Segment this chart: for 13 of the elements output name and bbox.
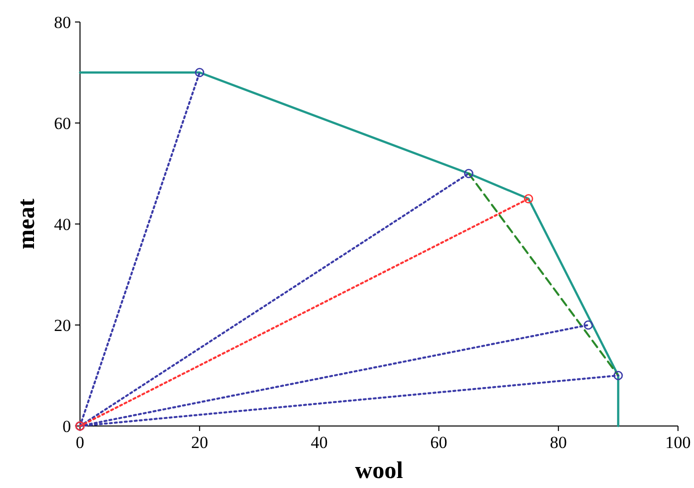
y-tick-label: 0 <box>62 417 71 436</box>
x-tick-label: 60 <box>430 433 448 452</box>
y-axis-title: meat <box>14 198 40 250</box>
x-tick-label: 80 <box>550 433 567 452</box>
y-tick-label: 20 <box>54 316 71 335</box>
x-tick-label: 100 <box>665 433 691 452</box>
x-axis-title: wool <box>355 458 404 484</box>
x-tick-label: 20 <box>191 433 208 452</box>
x-tick-label: 40 <box>310 433 328 452</box>
y-tick-label: 60 <box>54 114 71 133</box>
x-tick-label: 0 <box>76 433 84 452</box>
y-tick-label: 80 <box>54 13 71 32</box>
y-tick-label: 40 <box>54 215 71 234</box>
